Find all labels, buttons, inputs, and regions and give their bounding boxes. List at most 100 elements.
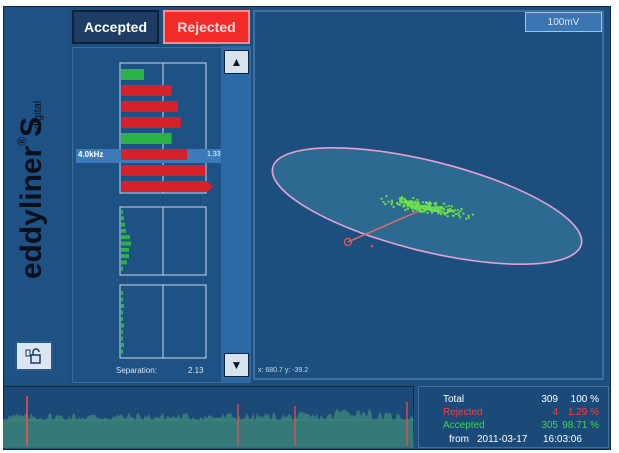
from-date: 2011-03-17: [477, 434, 528, 445]
rejected-point: [370, 244, 374, 248]
scale-button[interactable]: 100mV: [525, 12, 602, 32]
point: [445, 205, 448, 208]
point: [403, 201, 406, 204]
scroll-up-button[interactable]: ▲: [224, 50, 249, 74]
point: [404, 209, 407, 212]
point: [411, 207, 413, 209]
small-bar: [121, 330, 123, 334]
point: [467, 214, 470, 217]
point: [442, 211, 445, 214]
point: [426, 205, 429, 208]
point: [391, 201, 394, 204]
point: [410, 201, 413, 204]
point: [431, 206, 434, 209]
point: [408, 200, 411, 203]
stats-panel: Total 309 100 % Rejected 4 1.29 % Accept…: [418, 386, 609, 448]
origin-marker: [343, 237, 353, 247]
point: [427, 207, 430, 210]
lock-button[interactable]: [15, 341, 53, 371]
point: [408, 204, 411, 207]
from-label: from: [449, 434, 469, 445]
point: [419, 211, 422, 213]
brand-panel: eddyliner®S digital: [5, 8, 68, 383]
frequency-bar-8: [121, 181, 213, 192]
point: [434, 210, 437, 212]
small-bar: [121, 317, 123, 321]
point: [414, 200, 417, 203]
point: [435, 206, 438, 209]
tab-accepted[interactable]: Accepted: [72, 10, 159, 44]
accepted-label: Accepted: [443, 420, 485, 431]
point: [416, 206, 419, 209]
accepted-percent: 98.71 %: [562, 420, 599, 431]
point: [444, 213, 447, 216]
scrollbar-track[interactable]: [221, 46, 251, 382]
point: [428, 208, 431, 211]
small-bar: [121, 254, 129, 259]
frequency-bar-4: [121, 117, 181, 128]
small-bar: [121, 297, 123, 302]
small-bar: [121, 343, 124, 347]
point: [423, 208, 426, 211]
point: [403, 199, 406, 202]
point: [384, 203, 387, 206]
point: [443, 202, 446, 205]
point: [459, 216, 462, 219]
point: [443, 208, 446, 211]
point: [453, 209, 456, 212]
point: [471, 213, 474, 216]
point: [413, 202, 416, 204]
point: [398, 203, 401, 206]
scroll-down-button[interactable]: ▼: [224, 353, 249, 377]
point: [415, 204, 418, 207]
point: [399, 197, 402, 200]
total-percent: 100 %: [570, 394, 599, 405]
total-count: 309: [541, 394, 558, 405]
point: [433, 202, 436, 205]
point: [421, 210, 423, 213]
frequency-bar-1: [121, 69, 144, 80]
point: [399, 200, 402, 203]
point: [440, 213, 443, 216]
point: [419, 207, 422, 210]
rejected-count: 4: [552, 407, 558, 418]
frequency-bar-3: [121, 101, 179, 112]
point: [439, 210, 442, 213]
rejected-label: Rejected: [443, 407, 483, 418]
point: [441, 206, 444, 209]
from-time: 16:03:06: [543, 434, 582, 445]
point: [430, 209, 433, 211]
point: [432, 209, 434, 212]
point: [446, 215, 449, 218]
trend-wave-area: [3, 408, 414, 448]
lock-open-icon: [25, 348, 41, 364]
small-bar: [121, 228, 126, 233]
small-bar: [121, 247, 129, 252]
point: [455, 213, 457, 215]
group-1-bars: [121, 69, 213, 192]
point: [418, 204, 421, 207]
point: [412, 197, 415, 199]
point: [405, 202, 407, 205]
point: [400, 200, 403, 203]
trend-waveform: [3, 396, 414, 448]
arrow-up-icon: ▲: [230, 55, 243, 69]
point: [426, 211, 429, 214]
point: [425, 202, 427, 204]
point: [456, 209, 459, 212]
point: [430, 206, 432, 209]
brand-sub: digital: [32, 100, 44, 130]
point: [436, 209, 439, 212]
point: [437, 206, 440, 209]
point: [385, 195, 388, 198]
point: [387, 200, 390, 203]
point: [411, 204, 414, 207]
point: [382, 200, 385, 203]
small-bar: [121, 260, 127, 265]
point: [446, 211, 448, 214]
point: [392, 205, 395, 208]
point: [413, 207, 416, 210]
tab-rejected[interactable]: Rejected: [163, 10, 250, 44]
point: [448, 204, 451, 207]
point: [433, 206, 436, 209]
